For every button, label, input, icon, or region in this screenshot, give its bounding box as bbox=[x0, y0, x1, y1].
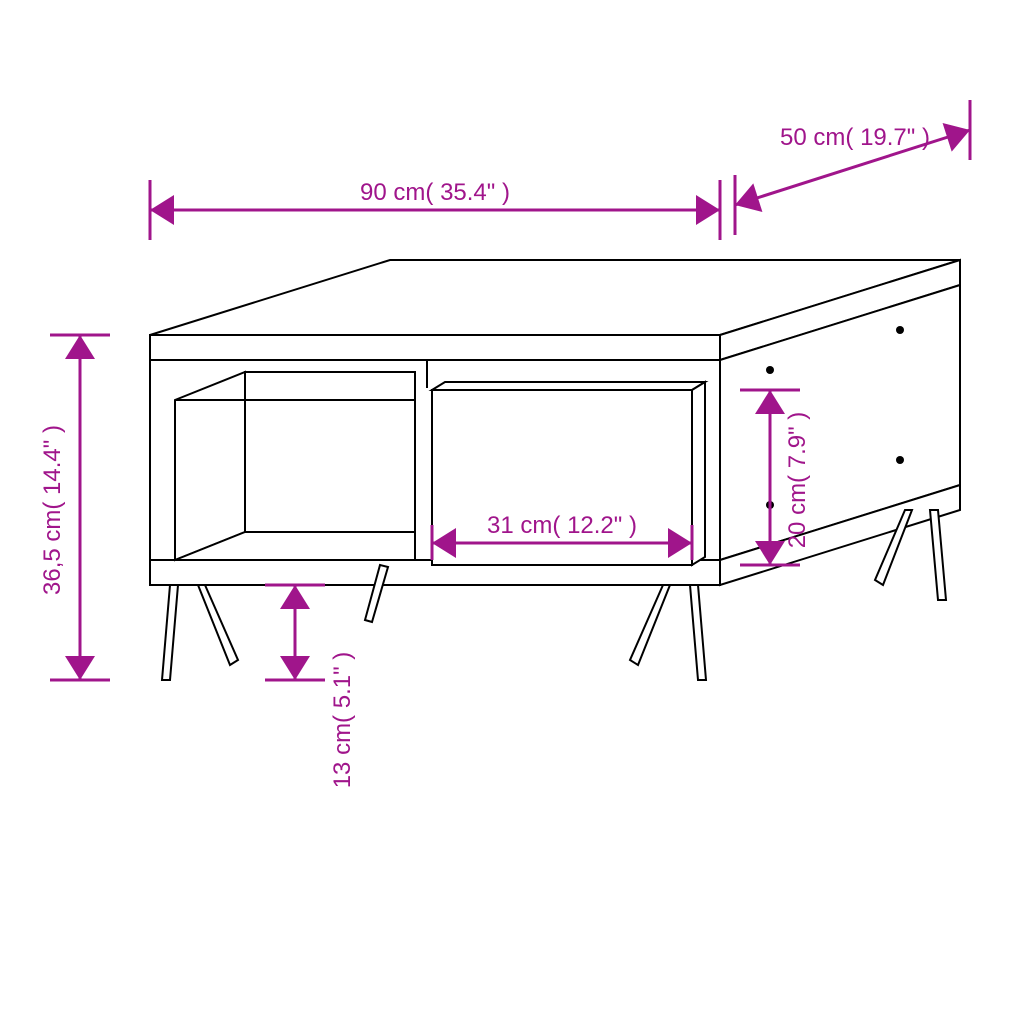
dim-dh-cm: 20 cm bbox=[784, 483, 811, 548]
dim-leg-in: 5.1" bbox=[329, 666, 356, 708]
dim-width: 90 cm( 35.4" ) bbox=[150, 179, 720, 240]
svg-text:31 cm( 12.2" ): 31 cm( 12.2" ) bbox=[487, 512, 637, 539]
dim-leg-cm: 13 cm bbox=[329, 723, 356, 788]
dim-leg-height: 13 cm( 5.1" ) bbox=[265, 585, 356, 788]
dim-dh-in: 7.9" bbox=[784, 426, 811, 468]
svg-text:90 cm( 35.4" ): 90 cm( 35.4" ) bbox=[360, 179, 510, 206]
dim-dw-cm: 31 cm bbox=[487, 512, 552, 539]
dim-height: 36,5 cm( 14.4" ) bbox=[39, 335, 110, 680]
dim-dw-in: 12.2" bbox=[567, 512, 622, 539]
dim-height-in: 14.4" bbox=[39, 440, 66, 495]
svg-text:20 cm( 7.9" ): 20 cm( 7.9" ) bbox=[784, 412, 811, 549]
dim-width-in: 35.4" bbox=[440, 179, 495, 206]
svg-text:13 cm( 5.1" ): 13 cm( 5.1" ) bbox=[329, 652, 356, 789]
svg-text:50 cm( 19.7" ): 50 cm( 19.7" ) bbox=[780, 124, 930, 151]
dimension-drawing: 90 cm( 35.4" ) 50 cm( 19.7" ) 36,5 cm( 1… bbox=[0, 0, 1024, 1024]
dim-depth-in: 19.7" bbox=[860, 124, 915, 151]
dim-depth-cm: 50 cm bbox=[780, 124, 845, 151]
table-body bbox=[150, 260, 960, 680]
dim-width-cm: 90 cm bbox=[360, 179, 425, 206]
svg-text:36,5 cm( 14.4" ): 36,5 cm( 14.4" ) bbox=[39, 425, 66, 595]
dim-depth: 50 cm( 19.7" ) bbox=[735, 100, 970, 235]
dim-height-cm: 36,5 cm bbox=[39, 510, 66, 595]
